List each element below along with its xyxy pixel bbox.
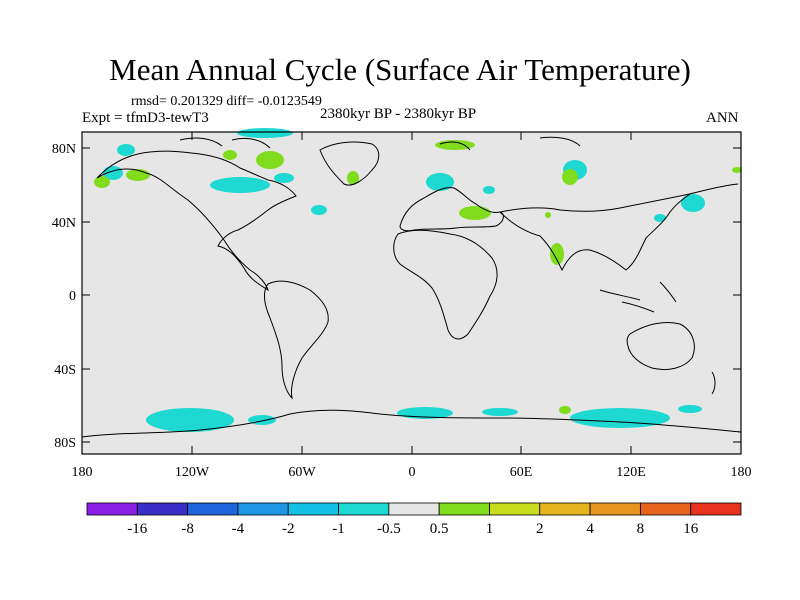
anomaly-patch-east-antarctica <box>570 408 670 428</box>
colorbar-label: -0.5 <box>377 521 401 537</box>
anomaly-patch-arctic-canada <box>223 150 237 160</box>
anomaly-patch-baffin <box>256 151 284 169</box>
map-background <box>82 132 741 454</box>
anomaly-patch-south-atlantic <box>482 408 518 416</box>
anomaly-patch-hudson <box>210 177 270 193</box>
lon-label-120e: 120E <box>616 465 646 480</box>
coastline-antarctica <box>81 409 742 438</box>
anomaly-patch-east-siberia <box>732 167 742 173</box>
anomaly-patch-indian-ocean-south <box>559 406 571 414</box>
anomaly-patch-west-alaska <box>94 176 110 188</box>
colorbar-swatch <box>388 502 440 516</box>
lon-label-0: 0 <box>409 465 416 480</box>
colorbar-label: 2 <box>536 521 544 537</box>
coastline-arctic-islands <box>179 136 581 151</box>
latitude-labels: 80N 40N 0 40S 80S <box>52 142 76 451</box>
colorbar-swatch <box>86 502 138 516</box>
rmsd-diff-stats: rmsd= 0.201329 diff= -0.0123549 <box>131 94 322 109</box>
longitude-ticks <box>191 132 632 454</box>
colorbar-label: 0.5 <box>430 521 449 537</box>
coastline-new-zealand <box>711 371 716 395</box>
colorbar-label: 8 <box>637 521 645 537</box>
coastline-north-america <box>96 150 297 292</box>
lat-label-80n: 80N <box>52 142 76 157</box>
colorbar-label: 4 <box>586 521 594 537</box>
colorbar-swatch <box>338 502 390 516</box>
coastline-australia <box>626 321 695 371</box>
coastline-maritime-asia <box>599 281 677 313</box>
plot-title: Mean Annual Cycle (Surface Air Temperatu… <box>109 52 691 87</box>
anomaly-patch-canada-north <box>237 128 293 138</box>
longitude-labels: 180 120W 60W 0 60E 120E 180 <box>72 465 752 480</box>
anomaly-patch-alaska <box>117 144 135 156</box>
period-label: 2380kyr BP - 2380kyr BP <box>320 106 477 122</box>
lon-label-60w: 60W <box>288 465 316 480</box>
colorbar-label: 1 <box>486 521 494 537</box>
lat-label-0: 0 <box>69 289 76 304</box>
anomaly-patch-atlantic <box>311 205 327 215</box>
colorbar-swatch <box>287 502 339 516</box>
cool-anomaly-patches <box>103 128 705 432</box>
colorbar-swatch <box>690 502 742 516</box>
colorbar-labels: -16 -8 -4 -2 -1 -0.5 0.5 1 2 4 8 16 <box>127 521 698 537</box>
colorbar-label: -2 <box>282 521 295 537</box>
colorbar-label: -4 <box>232 521 245 537</box>
colorbar-swatch <box>589 502 641 516</box>
anomaly-patch-amundsen <box>248 415 276 425</box>
anomaly-patch-caspian <box>459 206 491 220</box>
lon-label-120w: 120W <box>175 465 210 480</box>
coastline-greenland <box>319 141 380 186</box>
warm-anomaly-patches <box>94 140 742 414</box>
lat-label-40n: 40N <box>52 216 76 231</box>
lat-label-40s: 40S <box>54 363 76 378</box>
colorbar-swatch <box>438 502 490 516</box>
anomaly-patch-ross-sea <box>146 408 234 432</box>
latitude-ticks <box>82 147 741 443</box>
lon-label-180-left: 180 <box>72 465 93 480</box>
anomaly-patch-india <box>550 243 564 265</box>
coastline-africa <box>393 229 498 340</box>
colorbar-label: -16 <box>127 521 147 537</box>
colorbar <box>86 502 742 516</box>
colorbar-label: 16 <box>683 521 699 537</box>
anomaly-patch-central-asia <box>545 212 551 218</box>
colorbar-swatch <box>489 502 541 516</box>
anomaly-patch-japan <box>654 214 666 222</box>
coastline-asia <box>499 183 739 272</box>
colorbar-swatch <box>237 502 289 516</box>
lon-label-180-right: 180 <box>731 465 752 480</box>
colorbar-swatch <box>639 502 692 516</box>
anomaly-patch-labrador <box>274 173 294 183</box>
anomaly-patch-kamchatka <box>681 194 705 212</box>
anomaly-patch-southern-ocean <box>678 405 702 413</box>
lat-label-80s: 80S <box>54 436 76 451</box>
colorbar-label: -1 <box>332 521 345 537</box>
season-label: ANN <box>706 110 739 126</box>
colorbar-swatch <box>136 502 189 516</box>
experiment-label: Expt = tfmD3-tewT3 <box>82 110 209 126</box>
anomaly-patch-scandinavia <box>426 173 454 191</box>
colorbar-swatch <box>539 502 591 516</box>
anomaly-patch-gulf-alaska <box>126 169 150 181</box>
colorbar-swatch <box>187 502 239 516</box>
lon-label-60e: 60E <box>510 465 533 480</box>
coastlines <box>81 136 742 438</box>
coastline-south-america <box>263 280 329 400</box>
anomaly-patch-greenland <box>347 171 359 185</box>
anomaly-patch-urals <box>483 186 495 194</box>
colorbar-label: -8 <box>181 521 194 537</box>
anomaly-patch-central-siberia <box>562 169 578 185</box>
